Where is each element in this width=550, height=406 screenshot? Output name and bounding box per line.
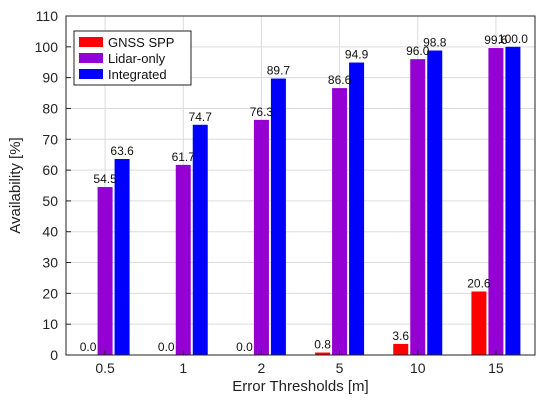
- y-tick-label: 70: [42, 131, 58, 147]
- x-tick-label: 0.5: [95, 360, 115, 376]
- y-tick-label: 50: [42, 193, 58, 209]
- y-axis-ticks: 0 10 20 30 40 50 60 70 80 90 100 110: [35, 8, 71, 363]
- bar-value-label: 0.0: [158, 340, 175, 354]
- y-tick-label: 100: [35, 39, 59, 55]
- bar-lidar-only-10: [410, 59, 426, 356]
- bar-lidar-only-1: [175, 164, 191, 355]
- y-tick-label: 30: [42, 255, 58, 271]
- y-tick-label: 10: [42, 316, 58, 332]
- x-axis-label: Error Thresholds [m]: [232, 378, 368, 395]
- bar-value-label: 98.8: [423, 36, 447, 50]
- bar-integrated-1: [192, 124, 208, 356]
- x-tick-label: 5: [336, 360, 344, 376]
- bar-value-label: 96.0: [406, 44, 430, 58]
- legend-entry-label: Integrated: [108, 67, 167, 82]
- legend-swatch: [79, 37, 103, 47]
- y-axis-label: Availability [%]: [7, 137, 24, 233]
- plot-frame: [65, 15, 536, 356]
- y-tick-label: 90: [42, 70, 58, 86]
- y-tick-label: 110: [36, 8, 59, 24]
- bar-lidar-only-0-5: [97, 187, 113, 355]
- bar-value-label: 54.5: [93, 172, 117, 186]
- y-tick-label: 0: [50, 347, 58, 363]
- x-tick-label: 2: [258, 360, 266, 376]
- legend-entry-label: GNSS SPP: [108, 35, 174, 50]
- bar-integrated-5: [349, 62, 365, 355]
- bar-value-label: 76.3: [250, 105, 274, 119]
- legend-swatch: [79, 53, 103, 63]
- legend-entry-label: Lidar-only: [108, 51, 166, 66]
- bar-lidar-only-15: [488, 48, 504, 356]
- bar-value-label: 100.0: [498, 32, 528, 46]
- x-tick-label: 1: [179, 360, 187, 376]
- bar-value-label: 94.9: [345, 48, 369, 62]
- y-tick-label: 40: [42, 224, 58, 240]
- bar-gnss-spp-10: [393, 343, 409, 355]
- bar-value-label: 0.0: [236, 340, 253, 354]
- y-tick-label: 80: [42, 100, 58, 116]
- data-labels-group: 0.0 54.5 63.6 0.0 61.7 74.7 0.0 76.3 89.7 0.8 86.6…: [80, 32, 529, 354]
- bar-gnss-spp-5: [315, 352, 331, 355]
- bar-integrated-10: [427, 50, 443, 356]
- bar-value-label: 74.7: [189, 110, 213, 124]
- y-tick-label: 60: [42, 162, 58, 178]
- bar-lidar-only-2: [253, 119, 269, 355]
- bar-value-label: 61.7: [172, 150, 196, 164]
- bar-integrated-0-5: [114, 158, 130, 355]
- x-tick-label: 15: [488, 360, 504, 376]
- bar-integrated-2: [270, 78, 286, 355]
- bar-value-label: 20.6: [467, 277, 491, 291]
- bar-lidar-only-5: [332, 88, 348, 355]
- bar-value-label: 89.7: [267, 64, 291, 78]
- bar-value-label: 63.6: [110, 144, 134, 158]
- y-tick-label: 20: [42, 285, 58, 301]
- bar-value-label: 3.6: [392, 329, 409, 343]
- bar-value-label: 0.8: [314, 338, 331, 352]
- bar-value-label: 86.6: [328, 73, 352, 87]
- bar-gnss-spp-15: [471, 291, 487, 355]
- bar-value-label: 99.6: [484, 33, 508, 47]
- legend-swatch: [79, 69, 103, 79]
- bar-integrated-15: [505, 46, 521, 356]
- x-tick-label: 10: [410, 360, 426, 376]
- x-axis-ticks: 0.5 1 2 5 10 15: [95, 350, 504, 376]
- bar-value-label: 0.0: [80, 340, 97, 354]
- bars-group: [97, 46, 521, 356]
